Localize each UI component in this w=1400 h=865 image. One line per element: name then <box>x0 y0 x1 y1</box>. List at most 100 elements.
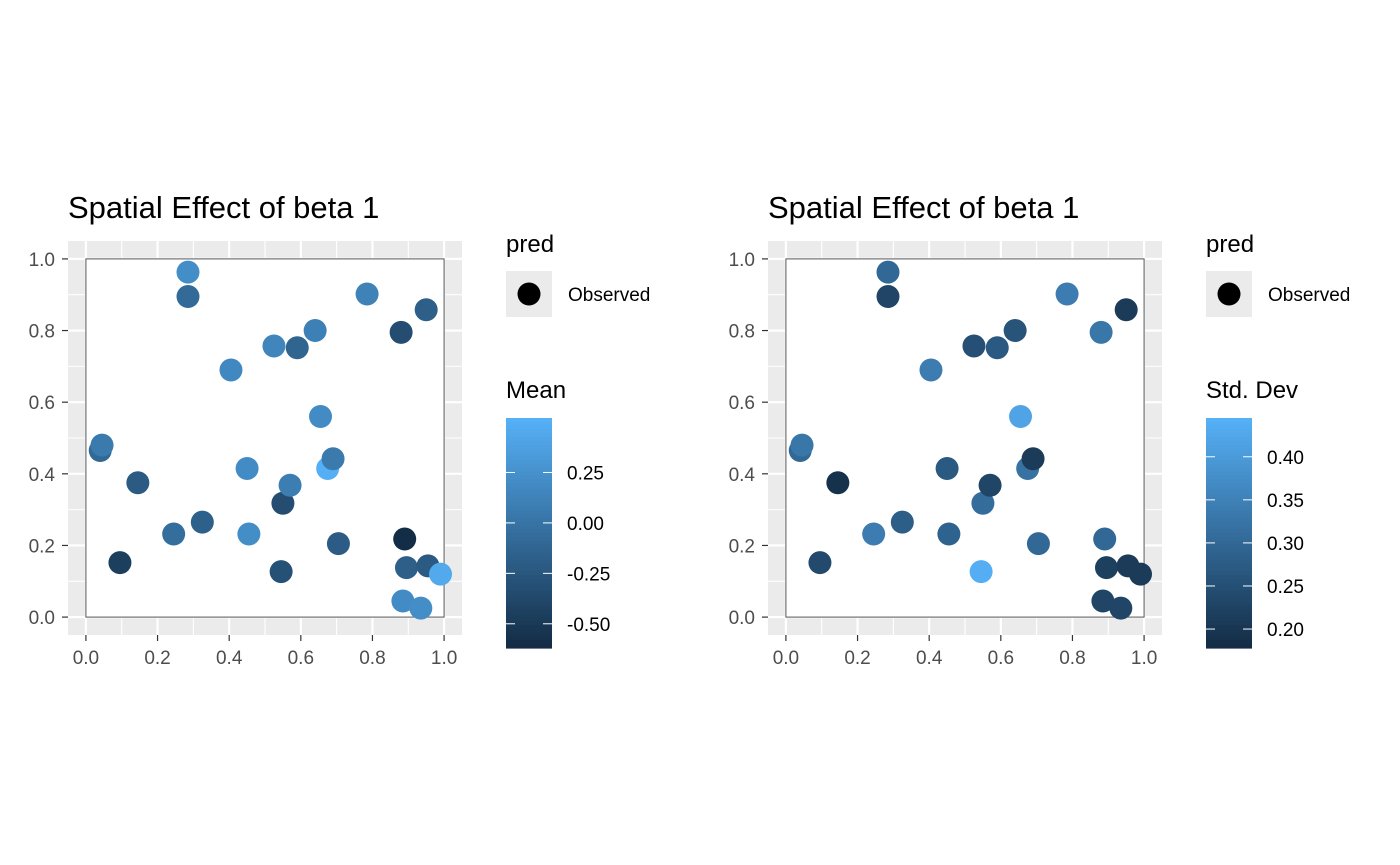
data-point <box>985 336 1009 360</box>
y-tick-label: 0.0 <box>729 608 755 629</box>
y-tick-label: 0.0 <box>29 608 55 629</box>
colorbar-segment <box>506 605 552 611</box>
colorbar-segment <box>1206 452 1252 457</box>
colorbar-segment <box>1206 467 1252 473</box>
x-axis: 0.0 0.2 0.4 0.6 0.8 1.0 <box>73 635 457 669</box>
y-tick-label: 1.0 <box>729 250 755 271</box>
colorbar-tick-label: 0.40 <box>1267 448 1304 469</box>
x-tick-label: 0.6 <box>288 648 314 669</box>
colorbar-segment <box>506 548 552 553</box>
y-tick-label: 0.2 <box>29 536 55 557</box>
colorbar-segment <box>506 433 552 438</box>
colorbar-segment <box>1206 517 1252 523</box>
colorbar-segment <box>506 421 552 427</box>
colorbar-segment <box>1206 625 1252 630</box>
data-point <box>394 556 418 580</box>
colorbar-segment <box>1206 425 1252 431</box>
colorbar-tick-label: 0.25 <box>1267 577 1304 598</box>
data-point <box>919 358 943 382</box>
x-tick-label: 1.0 <box>1131 648 1157 669</box>
colorbar-tick-label: 0.20 <box>1267 620 1304 641</box>
colorbar-segment <box>1206 575 1252 580</box>
data-point <box>971 491 995 515</box>
data-point <box>391 589 415 613</box>
colorbar-segment <box>1206 483 1252 488</box>
data-point <box>326 532 350 556</box>
colorbar-segment <box>506 567 552 572</box>
x-tick-label: 0.0 <box>773 648 799 669</box>
colorbar-segment <box>506 533 552 538</box>
y-tick-label: 0.4 <box>29 465 56 486</box>
colorbar-segment <box>506 494 552 500</box>
colorbar-segment <box>1206 617 1252 622</box>
colorbar-segment <box>1206 475 1252 480</box>
color-legend-title: Mean <box>506 377 566 404</box>
data-point <box>235 456 259 480</box>
y-tick-label: 0.6 <box>729 393 755 414</box>
data-point <box>876 285 900 309</box>
colorbar-segment <box>1206 632 1252 638</box>
colorbar-segment <box>506 575 552 580</box>
colorbar-segment <box>1206 421 1252 427</box>
colorbar-segment <box>1206 506 1252 511</box>
data-point <box>1021 447 1045 471</box>
colorbar-segment <box>1206 464 1252 469</box>
colorbar-segment <box>506 498 552 503</box>
colorbar-segment <box>506 579 552 584</box>
colorbar-segment <box>1206 598 1252 603</box>
data-point <box>176 285 200 309</box>
colorbar-segment <box>1206 621 1252 626</box>
colorbar-segment <box>1206 548 1252 553</box>
colorbar-segment <box>1206 510 1252 515</box>
data-point <box>303 319 327 343</box>
colorbar-segment <box>1206 536 1252 542</box>
data-point <box>190 510 214 534</box>
colorbar-segment <box>506 521 552 526</box>
data-point <box>278 473 302 497</box>
legend: pred Observed Mean -0.50 -0.25 0.00 0.25 <box>506 231 650 649</box>
colorbar-segment <box>1206 579 1252 584</box>
colorbar-segment <box>1206 636 1252 641</box>
colorbar-segment <box>1206 429 1252 434</box>
data-point <box>969 560 993 584</box>
colorbar-segment <box>506 571 552 576</box>
colorbar-tick-label: 0.00 <box>567 514 604 535</box>
data-point <box>90 433 114 457</box>
colorbar-segment <box>1206 502 1252 507</box>
colorbar-segment <box>1206 594 1252 599</box>
domain-boundary <box>85 258 445 618</box>
colorbar-segment <box>506 437 552 442</box>
x-tick-label: 0.2 <box>144 648 170 669</box>
colorbar-segment <box>1206 487 1252 492</box>
colorbar-segment <box>1206 533 1252 538</box>
x-tick-label: 0.0 <box>73 648 99 669</box>
chart-title: Spatial Effect of beta 1 <box>768 190 1079 225</box>
x-tick-label: 1.0 <box>431 648 457 669</box>
colorbar-segment <box>506 444 552 450</box>
colorbar-segment <box>506 644 552 649</box>
colorbar-segment <box>1206 525 1252 530</box>
x-tick-label: 0.6 <box>988 648 1014 669</box>
colorbar-segment <box>1206 556 1252 561</box>
colorbar-segment <box>506 425 552 431</box>
plot-area <box>68 241 462 635</box>
chart-panel-mean: Spatial Effect of beta 1 0.0 0.2 0.4 0.6 0.8… <box>29 190 651 669</box>
colorbar-tick-label: 0.30 <box>1267 534 1304 555</box>
data-point <box>285 336 309 360</box>
colorbar-segment <box>1206 494 1252 500</box>
data-point <box>108 551 132 575</box>
colorbar-segment <box>1206 590 1252 595</box>
data-point <box>414 298 438 322</box>
colorbar: 0.20 0.25 0.30 0.35 0.40 <box>1206 418 1304 649</box>
data-point <box>271 491 295 515</box>
data-point <box>393 527 417 551</box>
colorbar-segment <box>506 602 552 607</box>
colorbar-segment <box>506 490 552 496</box>
colorbar-segment <box>1206 471 1252 477</box>
colorbar-segment <box>1206 571 1252 576</box>
data-point <box>219 358 243 382</box>
data-point <box>262 334 286 358</box>
colorbar-segment <box>506 552 552 557</box>
colorbar-segment <box>506 441 552 446</box>
data-point <box>1114 298 1138 322</box>
